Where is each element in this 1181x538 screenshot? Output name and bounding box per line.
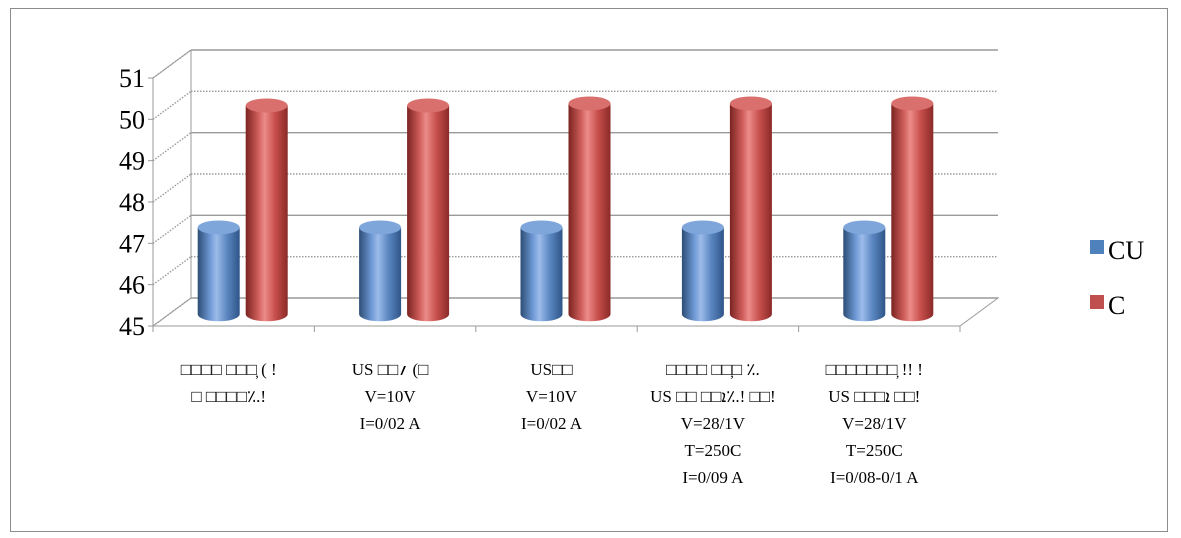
gridline-side	[152, 173, 192, 203]
gridline-side	[152, 297, 192, 327]
category-label-line: T=250C	[846, 441, 903, 460]
category-label-line: □ □□□□٪.!	[191, 387, 266, 406]
category-label-line: I=0/02 A	[521, 414, 583, 433]
category-label-line: □□□□□□□̦ !! !	[826, 360, 923, 380]
category-label-line: I=0/02 A	[360, 414, 422, 433]
category-label-line: US □□□ܐ □□!	[828, 387, 920, 406]
bar-body	[520, 227, 563, 322]
category-label-line: US□□	[530, 360, 572, 379]
bar-top	[891, 96, 934, 111]
legend-label-cu: CU	[1108, 236, 1144, 265]
bar-body	[729, 103, 772, 322]
wall-top-edge	[152, 49, 192, 79]
category-label-line: V=10V	[365, 387, 417, 406]
bar-cu-3	[520, 220, 563, 322]
bar-cu-4	[681, 220, 724, 322]
y-tick-label: 51	[119, 64, 145, 93]
category-label-line: T=250C	[684, 441, 741, 460]
category-label-line: US □□؍ (□	[352, 360, 429, 379]
bar-c-2	[407, 98, 450, 322]
y-tick-label: 45	[119, 312, 145, 341]
gridline-side	[152, 90, 192, 120]
category-label-line: I=0/09 A	[682, 468, 744, 487]
bar-cu-1	[197, 220, 240, 322]
bar-top	[359, 220, 402, 235]
y-tick-label: 48	[119, 188, 145, 217]
y-tick-label: 47	[119, 229, 145, 258]
y-tick-label: 49	[119, 147, 145, 176]
bar-body	[407, 105, 450, 322]
category-label-line: V=10V	[526, 387, 578, 406]
bar-body	[359, 227, 402, 322]
bar-top	[568, 96, 611, 111]
bar-c-5	[891, 96, 934, 322]
category-label-line: US □□ □□ܐ٪.! □□!	[650, 387, 776, 406]
legend-label-c: C	[1108, 291, 1125, 320]
gridline-side	[152, 132, 192, 162]
y-tick-label: 46	[119, 271, 145, 300]
bar-top	[520, 220, 563, 235]
bar-top	[245, 98, 288, 113]
category-label-line: □□□□ □□□̦ ( !	[181, 360, 277, 380]
y-tick-label: 50	[119, 105, 145, 134]
bar-body	[891, 103, 934, 322]
bar-cu-2	[359, 220, 402, 322]
legend-swatch-c	[1090, 295, 1104, 309]
bar-body	[681, 227, 724, 322]
legend-swatch-cu	[1090, 240, 1104, 254]
category-label-line: V=28/1V	[842, 414, 907, 433]
bar-top	[197, 220, 240, 235]
bar-top	[843, 220, 886, 235]
bar-c-4	[729, 96, 772, 322]
category-label-line: V=28/1V	[681, 414, 746, 433]
bar-top	[407, 98, 450, 113]
bar-top	[681, 220, 724, 235]
bar-body	[245, 105, 288, 322]
bar-body	[568, 103, 611, 322]
bar-cu-5	[843, 220, 886, 322]
bar-body	[197, 227, 240, 322]
category-label-line: □□□□ □□□̦ ٪.	[666, 360, 760, 380]
bar-c-3	[568, 96, 611, 322]
bar-c-1	[245, 98, 288, 322]
category-label-line: I=0/08-0/1 A	[830, 468, 919, 487]
bar-top	[729, 96, 772, 111]
gridline-side	[152, 256, 192, 286]
gridline-side	[152, 214, 192, 244]
bar-body	[843, 227, 886, 322]
